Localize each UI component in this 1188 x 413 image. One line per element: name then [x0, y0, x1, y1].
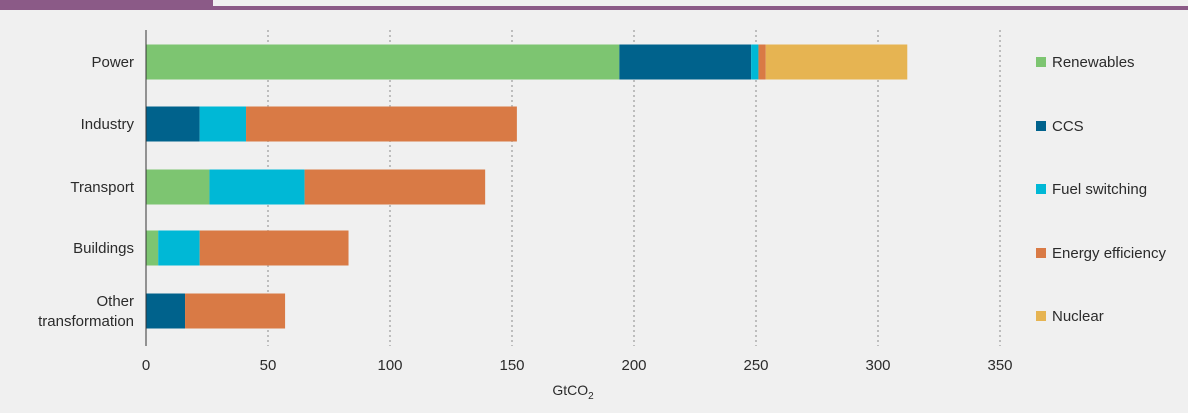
bar-segment [146, 293, 186, 329]
x-tick-label: 350 [987, 357, 1012, 374]
legend-swatch [1036, 184, 1046, 194]
x-tick-label: 0 [142, 357, 150, 374]
category-label: Other transformation [38, 293, 134, 330]
header-accent-bar [0, 0, 213, 10]
bar-segment [304, 169, 486, 205]
bar-segment [765, 44, 908, 80]
bar-segment [246, 106, 517, 142]
category-label: Transport [70, 179, 134, 196]
bar-segment [146, 44, 620, 80]
legend-label: Nuclear [1052, 308, 1104, 325]
bar-segment [619, 44, 752, 80]
legend-swatch [1036, 121, 1046, 131]
header-rule [213, 6, 1188, 10]
legend-label: Renewables [1052, 54, 1135, 71]
legend-swatch [1036, 57, 1046, 67]
legend-swatch [1036, 248, 1046, 258]
legend-label: Fuel switching [1052, 181, 1147, 198]
bar-segment [758, 44, 766, 80]
x-tick-label: 250 [743, 357, 768, 374]
bar-segment [158, 230, 200, 266]
category-label: Industry [81, 116, 135, 133]
bar-segment [209, 169, 305, 205]
bar-segment [146, 230, 159, 266]
x-tick-label: 300 [865, 357, 890, 374]
bar-segment [751, 44, 759, 80]
legend-item: Fuel switching [1036, 181, 1147, 198]
legend-swatch [1036, 311, 1046, 321]
x-tick-label: 150 [499, 357, 524, 374]
x-axis-title: GtCO2 [552, 382, 594, 402]
bar-segment [199, 106, 247, 142]
bar-segment [185, 293, 286, 329]
legend-item: CCS [1036, 118, 1084, 135]
x-tick-label: 200 [621, 357, 646, 374]
category-label: Power [91, 54, 134, 71]
category-label: Buildings [73, 240, 134, 257]
x-tick-label: 50 [260, 357, 277, 374]
bar-segment [199, 230, 349, 266]
legend-item: Energy efficiency [1036, 245, 1166, 262]
x-tick-label: 100 [377, 357, 402, 374]
legend-label: Energy efficiency [1052, 245, 1166, 262]
bar-segment [146, 106, 200, 142]
bar-segment [146, 169, 210, 205]
legend-item: Nuclear [1036, 308, 1104, 325]
legend-item: Renewables [1036, 54, 1135, 71]
legend-label: CCS [1052, 118, 1084, 135]
